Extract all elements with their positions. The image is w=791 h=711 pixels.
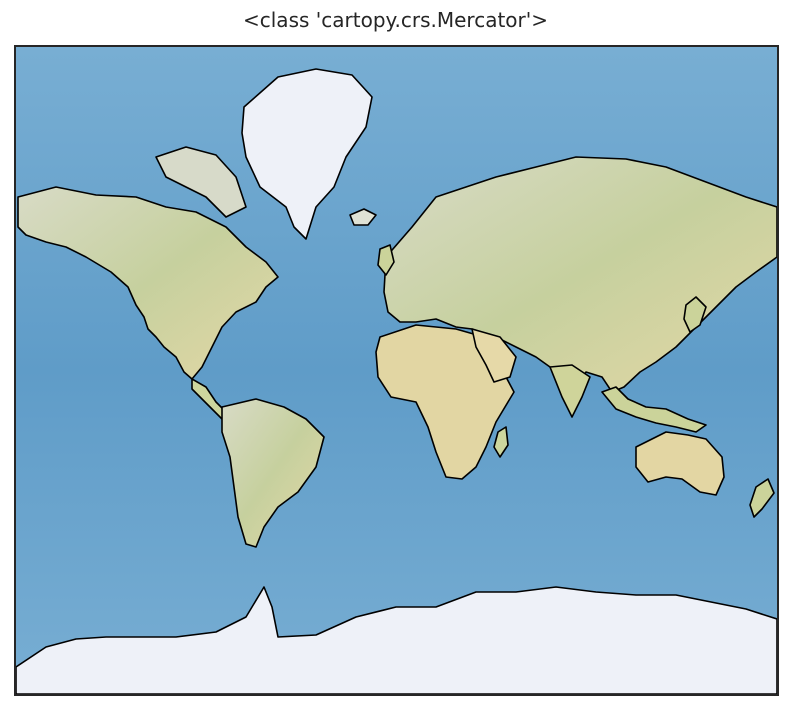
- arctic-islands: [155, 146, 247, 218]
- north-america: [17, 186, 279, 380]
- greenland: [241, 68, 373, 240]
- new-zealand: [749, 478, 775, 518]
- antarctica: [16, 586, 777, 694]
- map-title: <class 'cartopy.crs.Mercator'>: [243, 8, 548, 32]
- iceland: [349, 208, 377, 226]
- map-axes[interactable]: [14, 45, 779, 696]
- eurasia: [383, 156, 777, 393]
- southeast-asia-islands: [601, 386, 707, 433]
- great-britain: [377, 244, 395, 276]
- japan: [683, 296, 707, 333]
- world-map: [16, 47, 777, 694]
- south-america: [221, 398, 325, 548]
- australia: [635, 431, 725, 496]
- madagascar: [493, 426, 509, 458]
- arabian-peninsula: [471, 328, 517, 383]
- india: [549, 364, 591, 418]
